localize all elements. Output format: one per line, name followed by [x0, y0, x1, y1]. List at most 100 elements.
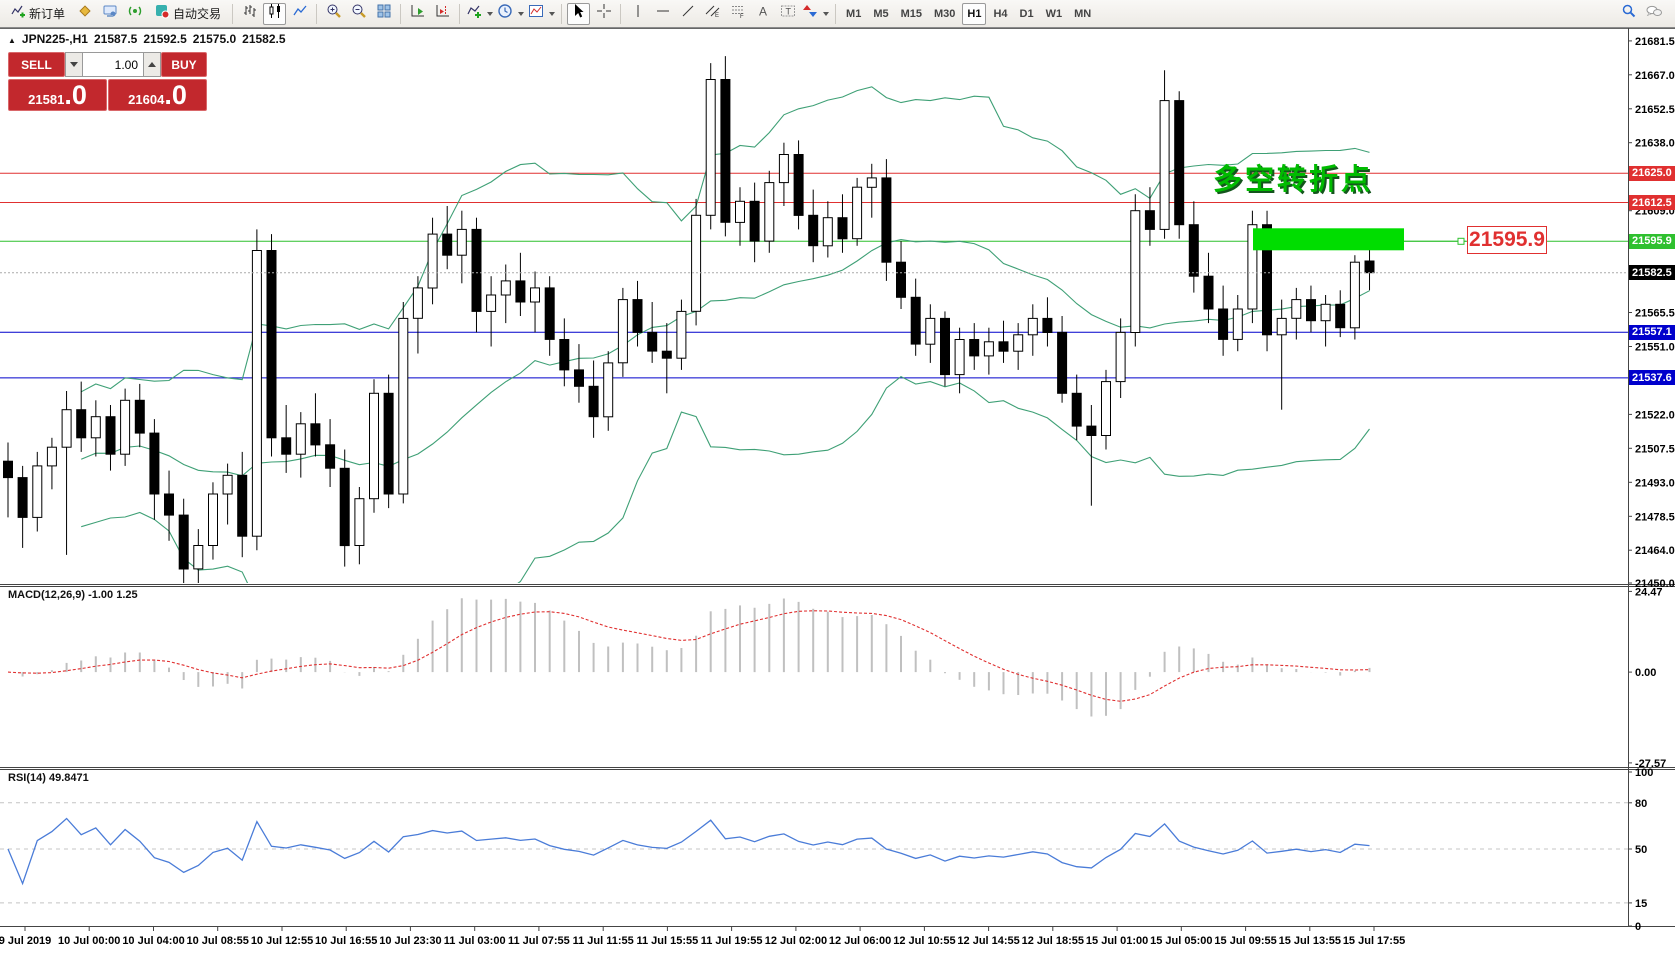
bar-chart-button[interactable] — [238, 3, 261, 25]
sell-price-dec: .0 — [64, 80, 87, 110]
indicators-icon — [466, 3, 482, 24]
macd-label: MACD(12,26,9) -1.00 1.25 — [8, 589, 138, 601]
community-button[interactable] — [1642, 3, 1665, 25]
dropdown-arrow-icon — [487, 11, 494, 16]
auto-scroll-button[interactable] — [406, 3, 429, 25]
trendline-button[interactable] — [676, 3, 699, 25]
timeframe-button-W1[interactable]: W1 — [1045, 7, 1063, 20]
line-chart-button[interactable] — [288, 3, 311, 25]
price-tick-label: 21565.5 — [1635, 308, 1675, 320]
candlestick-chart-button[interactable] — [263, 2, 287, 25]
sell-button[interactable]: SELL — [8, 52, 65, 77]
new-order-button[interactable]: 新订单 — [4, 3, 71, 25]
text-label-button[interactable]: T — [776, 3, 799, 25]
toolbar-separator — [835, 3, 837, 24]
new-order-label: 新订单 — [29, 7, 66, 21]
volume-increase-button[interactable] — [143, 52, 161, 77]
timeframe-button-H1[interactable]: H1 — [962, 2, 987, 25]
templates-button[interactable] — [527, 3, 556, 25]
rsi-line — [7, 817, 1370, 886]
timeframe-group: M1 M5 M15 M30 H1 H4 D1 W1 MN — [840, 2, 1097, 25]
metaeditor-button[interactable] — [73, 3, 96, 25]
price-tick-label: 0 — [1635, 921, 1641, 933]
zoom-in-button[interactable] — [322, 3, 345, 25]
new-order-icon — [10, 3, 26, 24]
timeframe-button-M5[interactable]: M5 — [873, 7, 889, 20]
autotrading-icon — [154, 3, 170, 24]
cursor-button[interactable] — [567, 2, 591, 25]
cursor-icon — [571, 3, 587, 24]
timeframe-button-H4[interactable]: H4 — [993, 7, 1008, 20]
one-click-trade-panel: SELL BUY 21581 .0 21604 .0 — [8, 52, 207, 111]
search-icon — [1621, 3, 1637, 24]
buy-price-int: 21604 — [128, 92, 165, 107]
time-axis-label: 15 Jul 13:55 — [1279, 935, 1341, 947]
stepper-down-icon — [70, 62, 78, 67]
bar-chart-icon — [242, 3, 258, 24]
horizontal-line-button[interactable] — [651, 3, 674, 25]
toolbar: 新订单 自动交易 — [0, 0, 1675, 28]
price-tick-label: 21681.5 — [1635, 36, 1675, 48]
buy-button[interactable]: BUY — [161, 52, 207, 77]
timeframe-button-MN[interactable]: MN — [1074, 7, 1092, 20]
volume-input[interactable] — [83, 52, 143, 77]
price-tick-label: 50 — [1635, 844, 1647, 856]
buy-price-display[interactable]: 21604 .0 — [108, 79, 207, 111]
price-callout-label[interactable]: 21595.9 — [1467, 226, 1547, 254]
autotrading-button[interactable]: 自动交易 — [148, 3, 227, 25]
toolbar-separator — [620, 3, 622, 24]
time-axis-label: 9 Jul 2019 — [0, 935, 51, 947]
time-axis-label: 10 Jul 12:55 — [251, 935, 313, 947]
gold-diamond-icon — [77, 3, 93, 24]
arrows-button[interactable] — [801, 3, 830, 25]
time-axis-label: 11 Jul 07:55 — [508, 935, 570, 947]
macd-histogram — [21, 598, 1371, 717]
text-button[interactable]: A — [751, 3, 774, 25]
templates-icon — [528, 3, 544, 24]
price-tick-label: 100 — [1635, 767, 1653, 779]
timeframe-button-D1[interactable]: D1 — [1019, 7, 1034, 20]
timeframe-button-M1[interactable]: M1 — [846, 7, 862, 20]
volume-decrease-button[interactable] — [65, 52, 83, 77]
sell-price-display[interactable]: 21581 .0 — [8, 79, 107, 111]
symbol-period-label: JPN225-,H1 — [21, 32, 88, 46]
vertical-line-button[interactable] — [626, 3, 649, 25]
time-axis-label: 10 Jul 00:00 — [58, 935, 120, 947]
search-button[interactable] — [1617, 3, 1640, 25]
svg-text:E: E — [715, 13, 719, 19]
time-axis-label: 11 Jul 11:55 — [573, 935, 634, 947]
highlight-rect — [1253, 228, 1404, 251]
macd-signal-line — [7, 610, 1370, 702]
collapse-panel-icon[interactable]: ▲ — [8, 36, 16, 45]
signals-button[interactable] — [123, 3, 146, 25]
time-axis-label: 10 Jul 04:00 — [122, 935, 184, 947]
chart-shift-button[interactable] — [431, 3, 454, 25]
price-level-badge: 21612.5 — [1629, 195, 1675, 210]
zoom-out-button[interactable] — [347, 3, 370, 25]
price-level-badge: 21557.1 — [1629, 324, 1675, 340]
rsi-label: RSI(14) 49.8471 — [8, 772, 89, 784]
time-axis-label: 10 Jul 08:55 — [187, 935, 249, 947]
community-chat-icon — [1645, 3, 1663, 24]
equidistant-channel-button[interactable]: E — [701, 3, 724, 25]
tile-windows-button[interactable] — [372, 3, 395, 25]
horizontal-line-icon — [655, 3, 671, 24]
timeframe-button-M15[interactable]: M15 — [900, 7, 922, 20]
time-axis-label: 11 Jul 19:55 — [701, 935, 763, 947]
periods-button[interactable] — [496, 3, 525, 25]
low-value: 21575.0 — [192, 32, 237, 46]
svg-text:T: T — [785, 7, 791, 17]
price-tick-label: 24.47 — [1635, 586, 1663, 598]
fibonacci-button[interactable]: F — [726, 3, 749, 25]
crosshair-button[interactable] — [592, 3, 615, 25]
time-axis-label: 11 Jul 15:55 — [637, 935, 699, 947]
turning-point-text[interactable]: 多空转折点 — [1213, 162, 1374, 196]
strategy-tester-button[interactable] — [98, 3, 121, 25]
time-axis-label: 15 Jul 09:55 — [1214, 935, 1276, 947]
price-tick-label: 21507.5 — [1635, 443, 1675, 455]
indicators-button[interactable] — [465, 3, 494, 25]
tile-windows-icon — [376, 3, 392, 24]
timeframe-button-M30[interactable]: M30 — [934, 7, 956, 20]
buy-price-dec: .0 — [164, 80, 187, 110]
